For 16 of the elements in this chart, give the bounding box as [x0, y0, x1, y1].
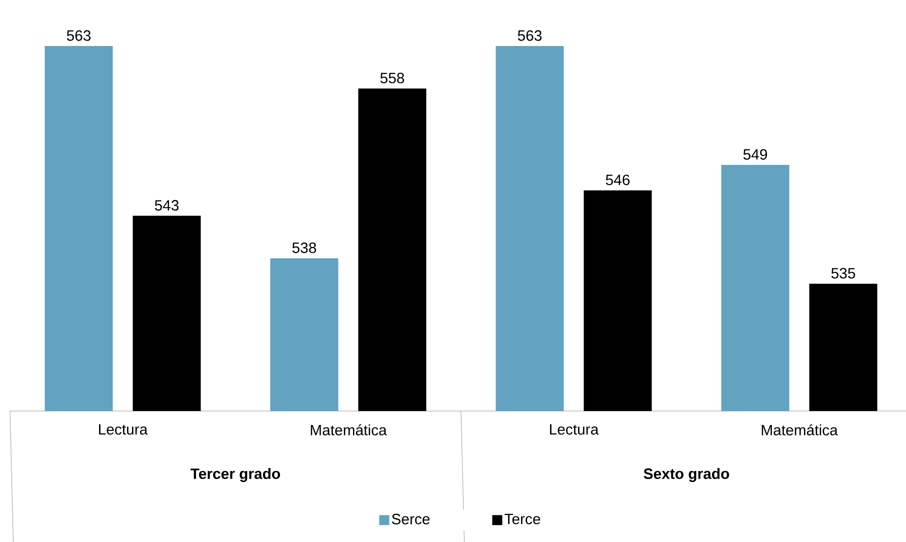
data-label: 535	[831, 268, 856, 279]
data-label: 546	[606, 174, 630, 186]
data-label: 563	[518, 30, 542, 41]
data-label: 549	[743, 149, 767, 160]
x-tick-label: Lectura	[99, 424, 148, 435]
legend-label: Terce	[504, 514, 540, 524]
data-label: 538	[292, 242, 316, 254]
legend-label: Serce	[392, 514, 430, 524]
data-label: 558	[380, 72, 404, 84]
data-label: 563	[66, 30, 91, 41]
data-label: 543	[154, 200, 179, 211]
x-tick-label: Lectura	[550, 424, 599, 435]
text: Sexto grado	[644, 468, 730, 482]
x-tick-label: Matemática	[310, 424, 387, 436]
text: Tercer grado	[190, 468, 280, 482]
x-tick-label: Matemática	[762, 424, 838, 436]
